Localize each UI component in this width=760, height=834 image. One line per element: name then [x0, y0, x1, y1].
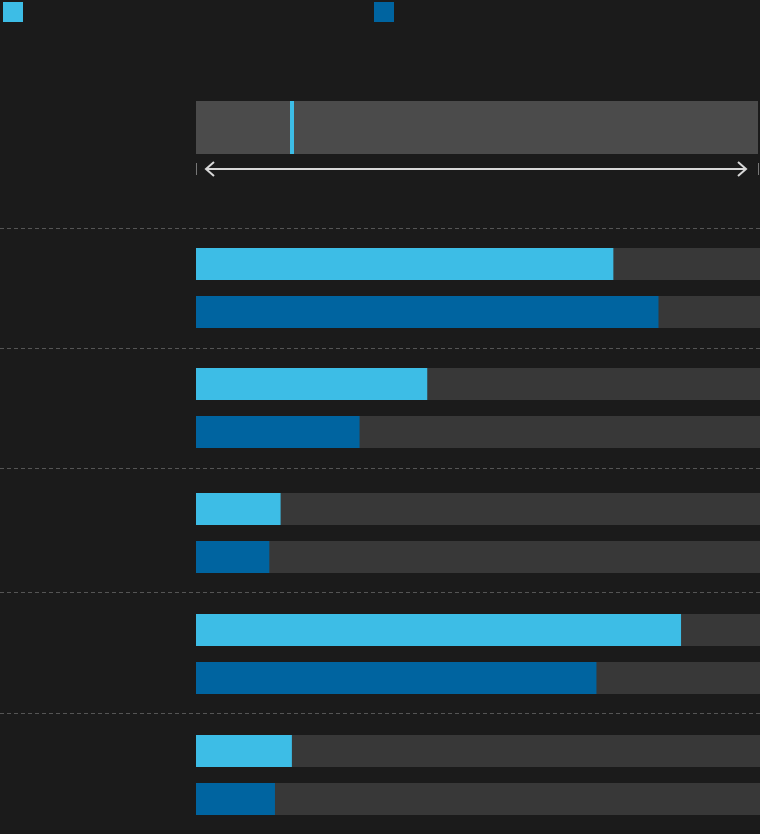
range-arrow-head-right [737, 161, 748, 177]
range-overview-track[interactable] [196, 101, 758, 154]
bar-5-series-1[interactable] [196, 735, 292, 767]
range-overview-marker[interactable] [289, 101, 294, 154]
bar-5-series-2[interactable] [196, 783, 275, 815]
range-double-arrow [196, 161, 759, 177]
bar-1-series-2[interactable] [196, 296, 659, 328]
bars-layer [0, 228, 760, 815]
bar-4-series-1[interactable] [196, 614, 682, 646]
bar-2-series-2[interactable] [196, 416, 360, 448]
range-arrow-head-left [204, 161, 215, 177]
bar-2-series-1[interactable] [196, 368, 428, 400]
bar-3-series-2[interactable] [196, 541, 270, 573]
bar-track-5-2 [196, 783, 760, 815]
bar-track-3-2 [196, 541, 760, 573]
bar-4-series-2[interactable] [196, 662, 597, 694]
bar-track-3-1 [196, 493, 760, 525]
legend-swatch-series-1 [3, 2, 23, 22]
bar-3-series-1[interactable] [196, 493, 281, 525]
bar-1-series-1[interactable] [196, 248, 614, 280]
legend-swatch-series-2 [374, 2, 394, 22]
